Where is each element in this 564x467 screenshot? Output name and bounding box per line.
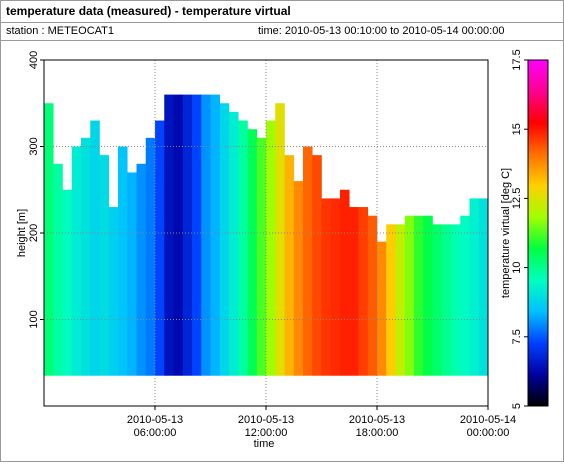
- heat-column: [210, 94, 221, 376]
- heat-column: [451, 224, 461, 376]
- chart-title: temperature data (measured) - temperatur…: [6, 4, 291, 18]
- heat-column: [441, 224, 452, 376]
- x-tick-label: 2010-05-14 00:00:00: [460, 414, 516, 439]
- y-axis-label: height [m]: [16, 209, 28, 257]
- heat-column: [136, 163, 147, 376]
- heat-column: [81, 137, 91, 376]
- heat-column: [173, 94, 184, 376]
- heat-column: [155, 120, 165, 376]
- colorbar-tick-label: 15: [511, 123, 523, 135]
- y-tick-label: 400: [28, 51, 40, 69]
- colorbar: [527, 59, 549, 407]
- heat-column: [219, 103, 230, 376]
- colorbar-tick-label: 7.5: [511, 329, 523, 344]
- heat-column: [330, 198, 341, 376]
- y-tick-label: 100: [28, 310, 40, 328]
- heat-column: [108, 207, 119, 376]
- heat-column: [460, 215, 470, 376]
- heat-column: [229, 111, 239, 376]
- heat-column: [99, 155, 110, 376]
- heat-column: [118, 146, 128, 376]
- colorbar-tick-label: 17.5: [511, 49, 523, 70]
- heat-column: [367, 215, 378, 376]
- heat-column: [284, 155, 295, 376]
- heat-column: [312, 155, 322, 376]
- heat-column: [247, 129, 258, 376]
- heat-column: [395, 224, 406, 376]
- heat-column: [414, 215, 424, 376]
- x-axis-label: time: [254, 438, 275, 450]
- heat-column: [478, 198, 489, 376]
- heat-column: [266, 120, 276, 376]
- heat-column: [404, 215, 415, 376]
- heat-column: [127, 172, 137, 376]
- heat-column: [358, 207, 369, 376]
- colorbar-tick-label: 5: [511, 403, 523, 409]
- heat-column: [164, 94, 174, 376]
- heat-column: [303, 146, 313, 376]
- y-tick-label: 300: [28, 137, 40, 155]
- colorbar-tick-label: 12.5: [511, 188, 523, 209]
- colorbar-label: temperature virtual [deg C]: [500, 168, 512, 298]
- station-label: station : METEOCAT1: [6, 25, 114, 37]
- heat-column: [423, 215, 433, 376]
- heat-column: [377, 241, 387, 376]
- heat-column: [238, 120, 248, 376]
- heat-column: [53, 163, 63, 376]
- x-tick-label: 2010-05-13 12:00:00: [238, 414, 294, 439]
- colorbar-tick-label: 10: [511, 261, 523, 273]
- heat-column: [71, 146, 82, 376]
- heat-column: [340, 189, 350, 376]
- heat-column: [432, 224, 443, 376]
- heat-column: [349, 207, 359, 376]
- heat-column: [90, 120, 100, 376]
- plot-frame: [43, 59, 489, 407]
- heat-column: [145, 137, 156, 376]
- x-tick-label: 2010-05-13 18:00:00: [349, 414, 405, 439]
- heat-column: [386, 224, 396, 376]
- heat-column: [201, 94, 211, 376]
- heat-column: [321, 198, 332, 376]
- time-label: time: 2010-05-13 00:10:00 to 2010-05-14 …: [258, 25, 504, 37]
- heat-column: [182, 94, 193, 376]
- heat-column: [62, 189, 73, 376]
- heat-column: [275, 103, 285, 376]
- heat-column: [44, 103, 54, 376]
- x-tick-label: 2010-05-13 06:00:00: [127, 414, 183, 439]
- heat-column: [192, 94, 202, 376]
- y-tick-label: 200: [28, 224, 40, 242]
- heat-column: [293, 181, 304, 376]
- heat-column: [469, 198, 480, 376]
- heat-column: [256, 137, 267, 376]
